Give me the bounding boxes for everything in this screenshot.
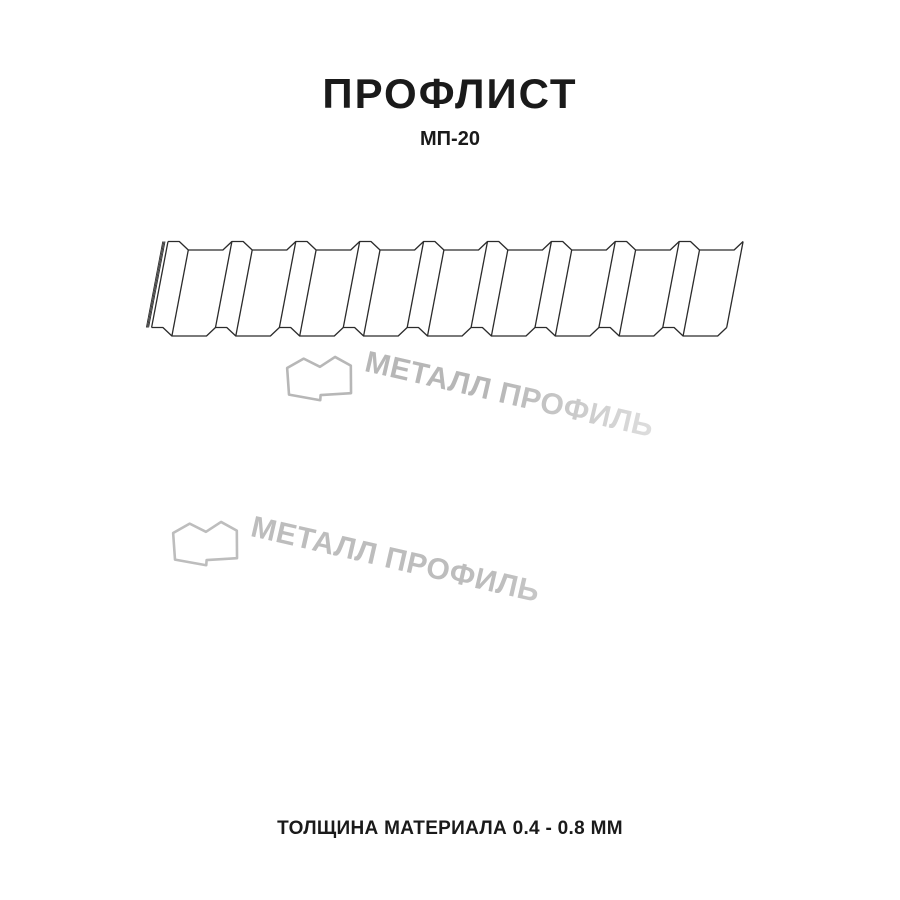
- svg-text:МЕТАЛЛ ПРОФИЛЬ: МЕТАЛЛ ПРОФИЛЬ: [362, 345, 657, 444]
- svg-text:МЕТАЛЛ ПРОФИЛЬ: МЕТАЛЛ ПРОФИЛЬ: [248, 510, 543, 609]
